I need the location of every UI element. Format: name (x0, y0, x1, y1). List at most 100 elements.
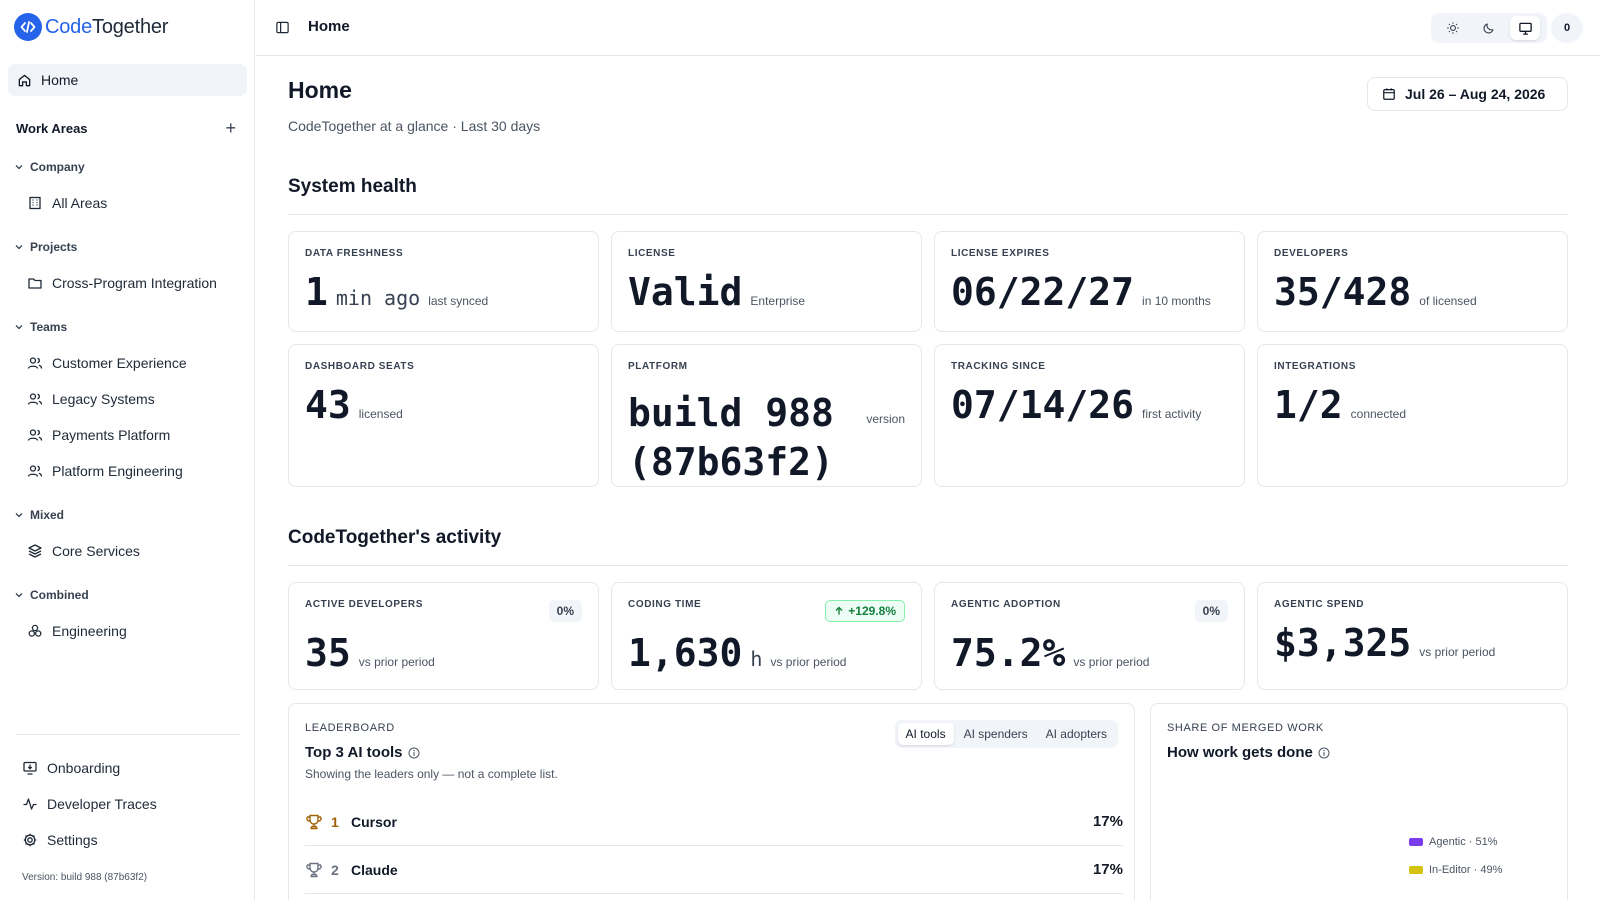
leaderboard-row[interactable]: 1 Cursor 17% (305, 798, 1123, 846)
card-label: SHARE OF MERGED WORK (1167, 722, 1324, 734)
brand-logo[interactable]: CodeTogether (14, 13, 168, 41)
group-combined[interactable]: Combined (14, 588, 89, 602)
legend-item-agentic: Agentic · 51% (1409, 836, 1497, 848)
tab-ai-spenders[interactable]: AI spenders (963, 727, 1028, 741)
card-note: version (866, 412, 905, 426)
card-label: PLATFORM (628, 361, 688, 372)
tool-name: Cursor (351, 813, 397, 830)
dark-theme-button[interactable] (1474, 16, 1504, 40)
system-health-title: System health (288, 176, 417, 197)
section-divider (288, 565, 1568, 566)
add-work-area-button[interactable]: + (225, 118, 236, 138)
chevron-down-icon (15, 325, 23, 330)
rank-number: 1 (331, 813, 339, 830)
tracking-since-card: TRACKING SINCE 07/14/26 first activity (934, 344, 1245, 487)
sidebar-item-cross-program-integration[interactable]: Cross-Program Integration (27, 275, 217, 291)
users-icon (27, 429, 43, 441)
sidebar-item-settings[interactable]: Settings (22, 832, 98, 848)
sidebar-item-customer-experience[interactable]: Customer Experience (27, 355, 187, 371)
agentic-adoption-card: AGENTIC ADOPTION 0% 75.2% vs prior perio… (934, 582, 1245, 690)
system-theme-button[interactable] (1510, 16, 1540, 40)
card-label: LICENSE EXPIRES (951, 248, 1050, 259)
group-projects[interactable]: Projects (14, 240, 77, 254)
trophy-icon (306, 862, 322, 877)
card-value: $3,325 vs prior period (1274, 621, 1496, 665)
users-icon (27, 357, 43, 369)
merged-work-card: SHARE OF MERGED WORK How work gets done … (1150, 703, 1568, 900)
components-icon (28, 624, 42, 637)
calendar-icon (1383, 88, 1395, 100)
sidebar-item-developer-traces[interactable]: Developer Traces (22, 796, 157, 812)
tab-ai-tools[interactable]: AI tools (897, 723, 954, 745)
tool-share: 17% (1092, 813, 1123, 830)
legend-swatch (1409, 838, 1423, 846)
legend-item-in-editor: In-Editor · 49% (1409, 864, 1502, 876)
card-value: 1 min ago last synced (305, 270, 489, 314)
card-label: CODING TIME (628, 599, 702, 610)
sidebar-toggle-button[interactable] (275, 20, 290, 40)
card-value: 75.2% vs prior period (951, 631, 1150, 675)
developers-card: DEVELOPERS 35/428 of licensed (1257, 231, 1568, 332)
sidebar: CodeTogether Home Work Areas + Company A… (0, 0, 255, 900)
card-label: DASHBOARD SEATS (305, 361, 415, 372)
card-value: 35/428 of licensed (1274, 270, 1477, 314)
leaderboard-row[interactable]: 2 Claude 17% (305, 846, 1123, 894)
card-label: LICENSE (628, 248, 676, 259)
sidebar-item-engineering[interactable]: Engineering (27, 623, 127, 639)
card-value: 35 vs prior period (305, 631, 435, 675)
data-freshness-card: DATA FRESHNESS 1 min ago last synced (288, 231, 599, 332)
group-company[interactable]: Company (14, 160, 85, 174)
leaderboard-title: Top 3 AI tools (305, 744, 420, 761)
panel-left-icon (276, 21, 289, 34)
sidebar-item-all-areas[interactable]: All Areas (27, 195, 107, 211)
trophy-icon (306, 814, 322, 829)
card-label: DATA FRESHNESS (305, 248, 404, 259)
group-mixed[interactable]: Mixed (14, 508, 64, 522)
sidebar-item-home[interactable]: Home (8, 64, 247, 96)
arrow-up-icon (835, 606, 843, 615)
users-icon (27, 465, 43, 477)
tab-ai-adopters[interactable]: AI adopters (1045, 727, 1107, 741)
date-range-picker[interactable]: Jul 26 – Aug 24, 2026 (1367, 77, 1568, 111)
sidebar-item-onboarding[interactable]: Onboarding (22, 760, 120, 776)
date-range-label: Jul 26 – Aug 24, 2026 (1405, 86, 1546, 102)
activity-icon (23, 798, 37, 810)
topbar-title: Home (308, 18, 350, 35)
group-teams[interactable]: Teams (14, 320, 67, 334)
card-value: 43 licensed (305, 383, 403, 427)
chevron-down-icon (15, 513, 23, 518)
sidebar-item-platform-engineering[interactable]: Platform Engineering (27, 463, 183, 479)
card-label: LEADERBOARD (305, 722, 395, 734)
light-theme-button[interactable] (1438, 16, 1468, 40)
leaderboard-card: LEADERBOARD Top 3 AI tools Showing the l… (288, 703, 1135, 900)
sidebar-item-label: Home (41, 72, 79, 88)
sidebar-item-payments-platform[interactable]: Payments Platform (27, 427, 170, 443)
sidebar-item-core-services[interactable]: Core Services (27, 543, 140, 559)
chevron-down-icon (15, 165, 23, 170)
chevron-down-icon (15, 593, 23, 598)
sidebar-divider (16, 734, 240, 735)
leaderboard-subtitle: Showing the leaders only — not a complet… (305, 767, 558, 781)
coding-time-card: CODING TIME +129.8% 1,630 h vs prior per… (611, 582, 922, 690)
theme-switcher (1431, 13, 1547, 43)
code-logo-icon (14, 13, 42, 41)
page-subtitle: CodeTogether at a glance · Last 30 days (288, 118, 541, 134)
info-icon[interactable] (408, 747, 420, 759)
activity-title: CodeTogether's activity (288, 527, 502, 548)
chevron-down-icon (15, 245, 23, 250)
card-value: 06/22/27 in 10 months (951, 270, 1211, 314)
card-label: INTEGRATIONS (1274, 361, 1357, 372)
topbar: Home 0 (256, 0, 1600, 56)
card-label: TRACKING SINCE (951, 361, 1046, 372)
card-value: Valid Enterprise (628, 270, 806, 314)
info-icon[interactable] (1318, 747, 1330, 759)
card-value: build 988 (87b63f2) (628, 391, 834, 485)
tool-name: Claude (351, 861, 398, 878)
home-icon (18, 74, 31, 86)
sidebar-item-legacy-systems[interactable]: Legacy Systems (27, 391, 155, 407)
notification-count-button[interactable]: 0 (1551, 13, 1583, 43)
version-text: Version: build 988 (87b63f2) (22, 872, 148, 883)
users-icon (27, 393, 43, 405)
card-label: AGENTIC SPEND (1274, 599, 1365, 610)
gear-icon (23, 833, 37, 847)
